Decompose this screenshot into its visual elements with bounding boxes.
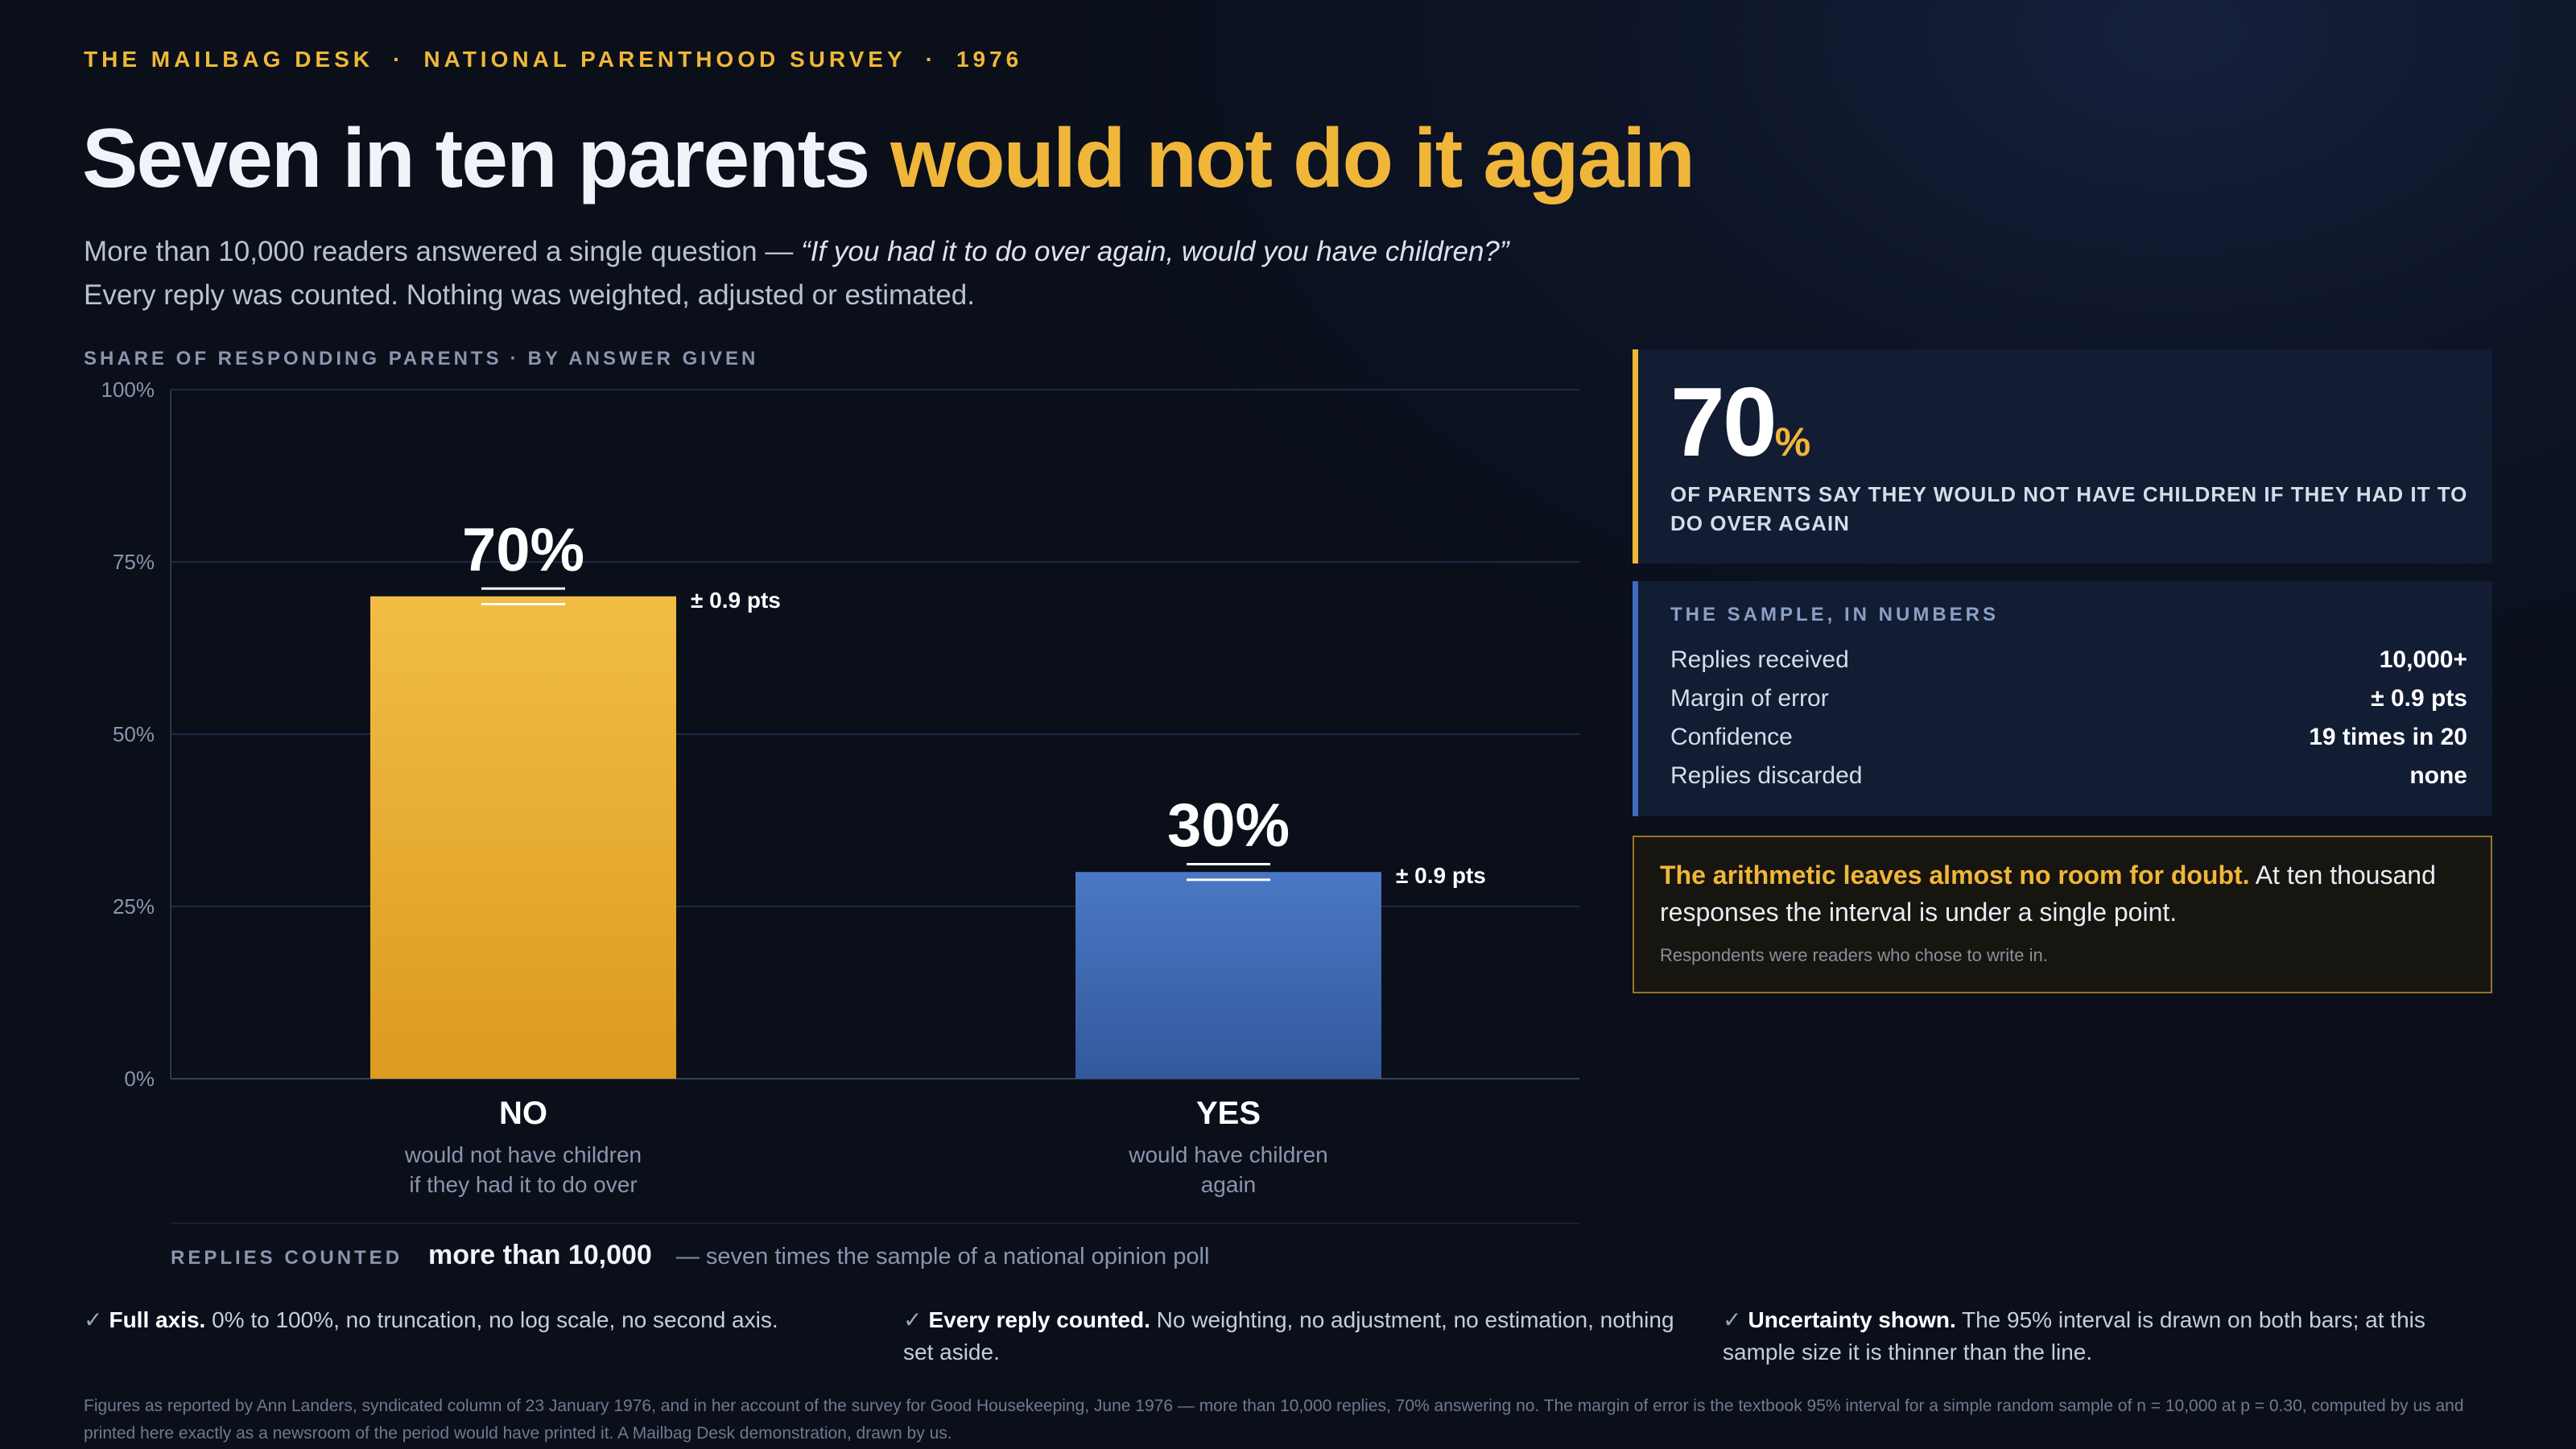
value-label: 30% [1167, 791, 1290, 860]
category-subtitle: if they had it to do over [409, 1172, 637, 1197]
sample-row: Margin of error ± 0.9 pts [1670, 679, 2467, 718]
doubt-foot: Respondents were readers who chose to wr… [1660, 945, 2048, 965]
check-text: 0% to 100%, no truncation, no log scale,… [205, 1307, 778, 1332]
subtitle-question: “If you had it to do over again, would y… [801, 236, 1509, 267]
replies-counted: REPLIES COUNTED more than 10,000 — seven… [171, 1240, 1209, 1271]
big-stat-caption: OF PARENTS SAY THEY WOULD NOT HAVE CHILD… [1670, 482, 2468, 535]
big-stat-unit: % [1774, 419, 1811, 464]
check-icon: ✓ [84, 1307, 103, 1332]
kicker: THE MAILBAG DESK · NATIONAL PARENTHOOD SUR… [84, 47, 1022, 72]
error-label: ± 0.9 pts [1396, 863, 1486, 888]
sample-title: THE SAMPLE, IN NUMBERS [1670, 604, 2000, 625]
bar-yes [1075, 872, 1381, 1079]
y-tick-label: 100% [101, 378, 155, 402]
section-label-separator: · [510, 348, 520, 369]
doubt-callout: The arithmetic leaves almost no room for… [1633, 836, 2492, 993]
doubt-text: The arithmetic leaves almost no room for… [1660, 857, 2465, 931]
chart-section-label: SHARE OF RESPONDING PARENTS · BY ANSWER GI… [84, 348, 758, 370]
headline-stat-card: 70% OF PARENTS SAY THEY WOULD NOT HAVE C… [1633, 349, 2492, 564]
kicker-separator: · [393, 47, 405, 72]
check-text: No weighting, no adjustment, no estimati… [903, 1307, 1674, 1364]
check-icon: ✓ [903, 1307, 923, 1332]
kicker-desk: THE MAILBAG DESK [84, 47, 374, 72]
check-text: The 95% interval is drawn on both bars; … [1723, 1307, 2425, 1364]
sample-value: none [2409, 762, 2467, 789]
error-label: ± 0.9 pts [691, 588, 781, 613]
bar-no [370, 596, 676, 1079]
sample-value: 19 times in 20 [2309, 724, 2467, 750]
subtitle-line2: Every reply was counted. Nothing was wei… [84, 279, 975, 311]
check-item: ✓ Full axis. 0% to 100%, no truncation, n… [84, 1304, 857, 1336]
sample-row: Replies discarded none [1670, 757, 2467, 795]
footnote: Figures as reported by Ann Landers, synd… [84, 1397, 2464, 1443]
replies-note: — seven times the sample of a national o… [675, 1244, 1210, 1269]
sample-key: Margin of error [1670, 685, 1829, 712]
sample-key: Replies received [1670, 646, 1849, 673]
headline-accent: would not do it again [890, 112, 1695, 205]
section-label-right: BY ANSWER GIVEN [527, 348, 759, 369]
section-label-left: SHARE OF RESPONDING PARENTS [84, 348, 502, 369]
page-title: Seven in ten parents would not do it aga… [82, 112, 1695, 205]
doubt-highlight: The arithmetic leaves almost no room for… [1660, 861, 2250, 890]
category-subtitle: would not have children [404, 1142, 642, 1167]
big-stat-number: 70 [1670, 367, 1777, 477]
check-item: ✓ Every reply counted. No weighting, no a… [903, 1304, 1676, 1368]
category-label: YES [1196, 1096, 1261, 1131]
replies-label: REPLIES COUNTED [171, 1247, 403, 1269]
check-title: Uncertainty shown. [1748, 1307, 1956, 1332]
bar-chart: 0% 25% 50% 75% 100% ± 0.9 pts 70% NO would not h… [101, 378, 1579, 1224]
check-title: Every reply counted. [928, 1307, 1150, 1332]
sample-key: Replies discarded [1670, 762, 1863, 789]
y-tick-label: 0% [124, 1067, 155, 1091]
value-label: 70% [462, 516, 584, 584]
y-tick-label: 25% [113, 894, 155, 919]
subtitle-intro: More than 10,000 readers answered a sing… [84, 236, 802, 267]
sample-value: ± 0.9 pts [2371, 685, 2467, 712]
doubt-body: At ten thousand responses the interval i… [1660, 861, 2436, 927]
sample-row: Replies received 10,000+ [1670, 641, 2467, 679]
check-title: Full axis. [109, 1307, 206, 1332]
kicker-separator: · [925, 47, 937, 72]
y-tick-label: 50% [113, 722, 155, 746]
replies-value: more than 10,000 [428, 1240, 652, 1270]
sample-row: Confidence 19 times in 20 [1670, 718, 2467, 757]
subtitle: More than 10,000 readers answered a sing… [84, 230, 1613, 317]
category-label: NO [499, 1096, 547, 1131]
sample-rows: Replies received 10,000+ Margin of error ±… [1670, 641, 2467, 795]
y-tick-label: 75% [113, 550, 155, 574]
big-stat: 70% [1670, 365, 1810, 478]
sample-value: 10,000+ [2379, 646, 2467, 673]
check-item: ✓ Uncertainty shown. The 95% interval is … [1723, 1304, 2496, 1368]
category-subtitle: would have children [1128, 1142, 1328, 1167]
kicker-year: 1976 [956, 47, 1023, 72]
sample-card: THE SAMPLE, IN NUMBERS Replies received 1… [1633, 581, 2492, 816]
sample-key: Confidence [1670, 724, 1793, 750]
category-subtitle: again [1201, 1172, 1257, 1197]
check-icon: ✓ [1723, 1307, 1742, 1332]
kicker-survey: NATIONAL PARENTHOOD SURVEY [423, 47, 906, 72]
headline-lead: Seven in ten parents [82, 112, 891, 205]
